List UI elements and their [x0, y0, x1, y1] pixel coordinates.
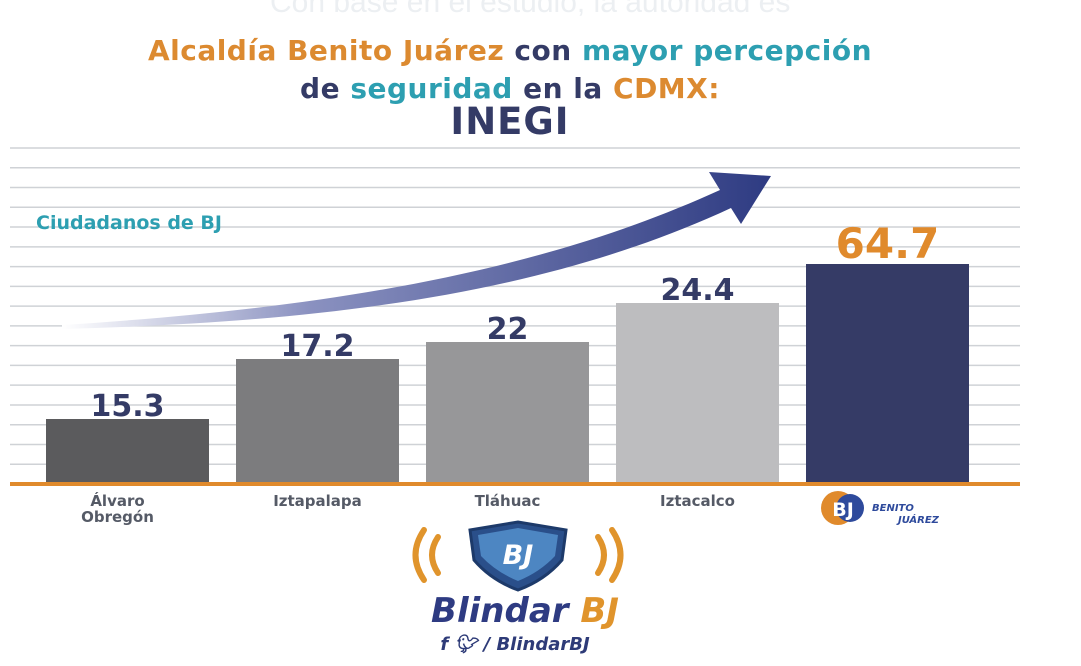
value-label-4: 24.4 — [660, 273, 734, 308]
signal-wave-left-outer-icon — [412, 527, 427, 583]
bar-1 — [46, 419, 209, 484]
social-handle-text: / BlindarBJ — [483, 634, 590, 655]
category-label-4: Iztacalco — [660, 492, 735, 510]
bar-5 — [806, 264, 969, 484]
title-connector: con — [504, 34, 582, 67]
social-handle: f 🐦︎ / BlindarBJ — [380, 634, 650, 655]
brand-part-1: Blindar — [431, 591, 581, 631]
title-en-la: en la — [512, 72, 614, 105]
annotation-ciudadanos: Ciudadanos de BJ — [36, 212, 222, 234]
value-label-3: 22 — [487, 312, 529, 347]
title-highlight: mayor percepción — [581, 34, 873, 67]
chart-subtitle-source: INEGI — [450, 100, 570, 143]
signal-shield-logo: BJ — [412, 520, 624, 592]
background-faded-text: Con base en el estudio, la autoridad es — [270, 0, 791, 19]
bj-logo-initials: BJ — [832, 499, 854, 521]
signal-wave-left-inner-icon — [429, 534, 441, 576]
shield-inner-icon — [478, 528, 558, 581]
title-bj-name: Alcaldía Benito Juárez — [147, 34, 505, 67]
benito-juarez-logo: BJ BENITO JUÁREZ — [821, 491, 940, 526]
category-label-2: Iztapalapa — [273, 492, 362, 510]
bj-logo-circle-inner-icon — [836, 494, 864, 522]
shield-initials: BJ — [503, 540, 534, 571]
brand-part-2: BJ — [580, 591, 619, 631]
brand-name: Blindar BJ — [360, 591, 690, 631]
chart-bars — [46, 264, 969, 484]
bj-logo-line1: BENITO — [872, 503, 914, 514]
bar-4 — [616, 303, 779, 484]
category-label-1: Álvaro — [90, 491, 144, 510]
bar-3 — [426, 342, 589, 484]
growth-arrow-icon — [62, 172, 771, 329]
title-de: de — [300, 72, 351, 105]
bar-2 — [236, 359, 399, 484]
bj-logo-line2: JUÁREZ — [896, 513, 940, 526]
category-label-3: Tláhuac — [475, 492, 541, 510]
signal-wave-right-outer-icon — [609, 527, 624, 583]
chart-title-line-1: Alcaldía Benito Juárez con mayor percepc… — [0, 34, 1020, 67]
twitter-icon: 🐦︎ — [454, 634, 478, 655]
title-cdmx: CDMX: — [613, 72, 720, 105]
facebook-icon: f — [440, 634, 449, 655]
title-seguridad: seguridad — [350, 72, 513, 105]
value-label-2: 17.2 — [280, 329, 354, 364]
signal-wave-right-inner-icon — [595, 534, 607, 576]
value-label-5: 64.7 — [836, 219, 940, 268]
value-label-1: 15.3 — [90, 389, 164, 424]
category-label-1: Obregón — [81, 508, 154, 526]
chart-value-labels: 15.3 17.2 22 24.4 64.7 — [90, 219, 939, 424]
chart-title-line-2: de seguridad en la CDMX: — [0, 72, 1020, 105]
